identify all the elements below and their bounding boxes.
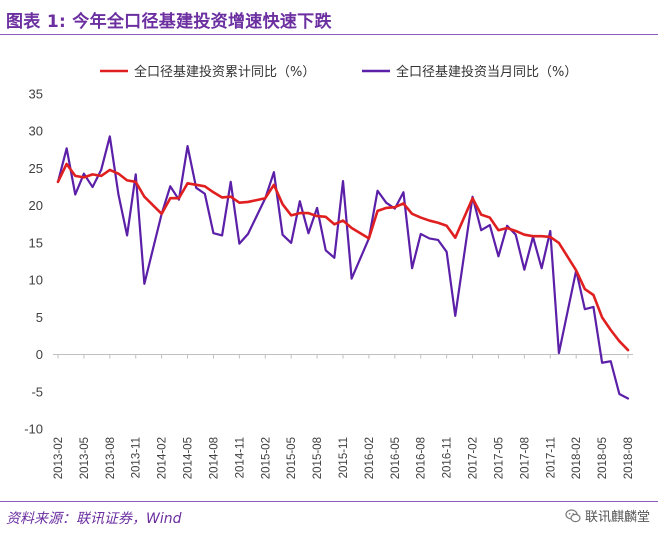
x-tick-label: 2015-05	[286, 437, 298, 479]
x-tick-label: 2016-02	[364, 437, 376, 479]
x-tick-label: 2016-11	[442, 437, 454, 478]
series-line-monthly	[56, 135, 630, 400]
watermark-text: 联讯麒麟堂	[584, 510, 650, 525]
x-tick-label: 2014-08	[208, 437, 220, 479]
x-tick-label: 2018-05	[597, 437, 609, 479]
x-tick-label: 2014-05	[183, 437, 195, 479]
y-tick-label: 0	[36, 347, 43, 362]
y-tick-label: 25	[29, 161, 43, 176]
x-tick-label: 2013-08	[105, 437, 117, 479]
chart-title: 图表 1: 今年全口径基建投资增速快速下跌	[6, 12, 332, 32]
x-tick-label: 2017-02	[468, 437, 480, 479]
title-divider	[0, 34, 658, 35]
wechat-icon	[565, 508, 581, 522]
legend: 全口径基建投资累计同比（%） 全口径基建投资当月同比（%）	[100, 64, 577, 80]
legend-label: 全口径基建投资累计同比（%）	[134, 64, 315, 80]
x-tick-label: 2015-02	[260, 437, 272, 479]
y-tick-label: -5	[31, 384, 43, 399]
x-tick-label: 2015-08	[312, 437, 324, 479]
x-tick-label: 2018-08	[623, 437, 635, 479]
y-tick-label: 10	[29, 273, 43, 288]
x-tick-label: 2016-08	[416, 437, 428, 479]
y-tick-label: 30	[29, 124, 43, 139]
series-layer	[56, 135, 630, 400]
y-tick-label: 5	[36, 310, 43, 325]
x-tick-label: 2014-11	[234, 437, 246, 478]
title-bar: 图表 1: 今年全口径基建投资增速快速下跌	[0, 0, 658, 34]
y-tick-label: 35	[29, 87, 43, 102]
footer: 资料来源：联讯证券，Wind 联讯麒麟堂	[0, 494, 658, 533]
series-line-cumulative	[56, 162, 630, 352]
x-axis: 2013-02 2013-05 2013-08 2013-11 2014-02 2014-…	[53, 354, 635, 479]
x-tick-label: 2018-02	[571, 437, 583, 479]
source-note: 资料来源：联讯证券，Wind	[6, 511, 182, 527]
y-tick-label: 15	[29, 235, 43, 250]
legend-label: 全口径基建投资当月同比（%）	[396, 64, 577, 80]
x-tick-label: 2013-02	[53, 437, 65, 479]
footer-divider	[0, 501, 658, 502]
x-tick-label: 2014-02	[157, 437, 169, 479]
y-tick-label: 20	[29, 198, 43, 213]
legend-item-monthly: 全口径基建投资当月同比（%）	[362, 64, 577, 80]
x-tick-label: 2016-05	[390, 437, 402, 479]
x-tick-label: 2015-11	[338, 437, 350, 478]
x-tick-label: 2017-05	[493, 437, 505, 479]
legend-item-cumulative: 全口径基建投资累计同比（%）	[100, 64, 315, 80]
x-tick-label: 2013-05	[79, 437, 91, 479]
y-axis: -10 -5 0 5 10 15 20 25 30 35	[24, 87, 43, 437]
line-chart: 全口径基建投资累计同比（%） 全口径基建投资当月同比（%） -10 -5 0 5 10 15…	[24, 64, 635, 479]
x-tick-label: 2013-11	[131, 437, 143, 478]
x-tick-label: 2017-08	[519, 437, 531, 479]
y-tick-label: -10	[24, 422, 43, 437]
watermark: 联讯麒麟堂	[565, 506, 650, 525]
x-tick-label: 2017-11	[545, 437, 557, 478]
